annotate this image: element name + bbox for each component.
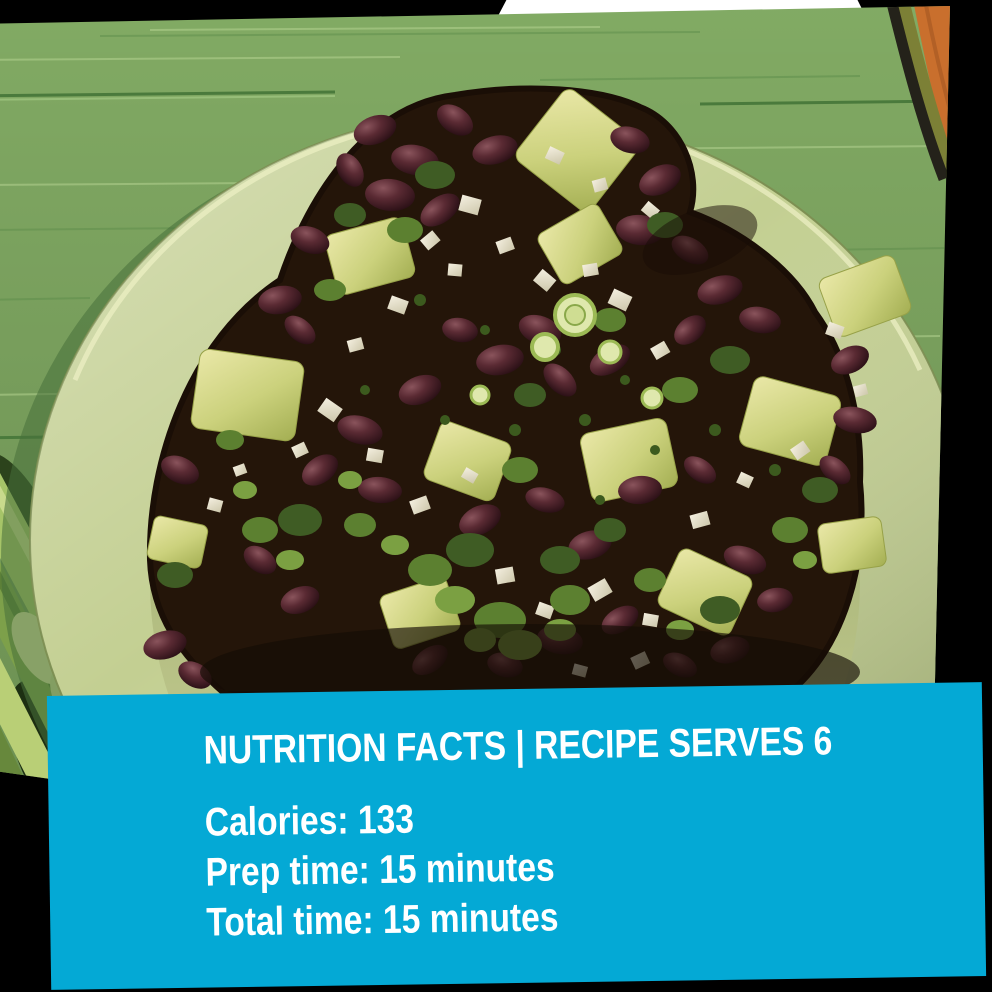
nutrition-lines: Calories: 133 Prep time: 15 minutes Tota…: [204, 791, 626, 947]
nutrition-line-calories: Calories: 133: [204, 797, 415, 845]
salad: [143, 85, 912, 720]
scallion-rings: [469, 293, 664, 410]
salad-beans: [143, 104, 877, 689]
nutrition-line-total-time: Total time: 15 minutes: [205, 895, 559, 945]
side-dish: [884, 6, 950, 185]
nutrition-heading: NUTRITION FACTS | RECIPE SERVES 6: [203, 719, 833, 773]
salad-avocado: [146, 89, 912, 649]
nutrition-card: NUTRITION FACTS | RECIPE SERVES 6 Calori…: [46, 682, 987, 990]
nutrition-line-prep-time: Prep time: 15 minutes: [205, 845, 555, 895]
